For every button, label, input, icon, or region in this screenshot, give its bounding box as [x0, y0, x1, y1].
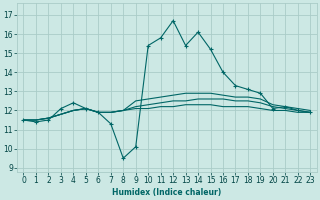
X-axis label: Humidex (Indice chaleur): Humidex (Indice chaleur): [112, 188, 221, 197]
